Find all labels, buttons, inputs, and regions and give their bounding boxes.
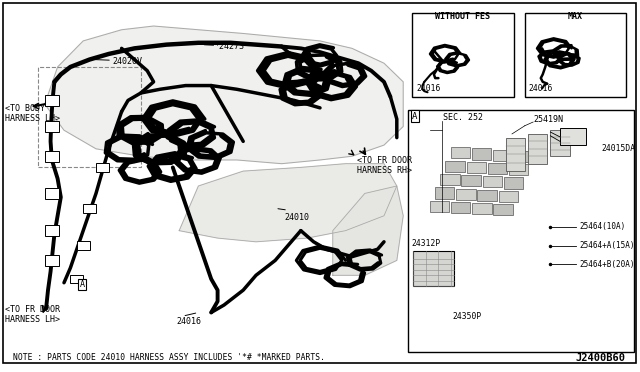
- Bar: [472, 203, 492, 214]
- Bar: [493, 204, 513, 215]
- Bar: [445, 161, 465, 172]
- Bar: [493, 150, 512, 161]
- Bar: [504, 177, 523, 189]
- Bar: [45, 225, 59, 236]
- Bar: [413, 251, 454, 286]
- Bar: [528, 134, 547, 164]
- Text: 24010: 24010: [285, 213, 310, 222]
- Bar: [456, 189, 476, 200]
- Bar: [430, 201, 449, 212]
- Bar: [477, 190, 497, 201]
- Bar: [525, 13, 626, 97]
- Text: <TO FR DOOR
HARNESS RH>: <TO FR DOOR HARNESS RH>: [357, 156, 412, 175]
- Bar: [412, 13, 514, 97]
- Bar: [45, 188, 59, 199]
- Text: A: A: [412, 112, 417, 121]
- Bar: [451, 202, 470, 213]
- Bar: [451, 147, 470, 158]
- Text: 24312P: 24312P: [412, 239, 441, 248]
- Bar: [472, 148, 491, 160]
- Text: 25464(10A): 25464(10A): [579, 222, 625, 231]
- Text: 24015DA: 24015DA: [602, 144, 636, 153]
- Text: 24016: 24016: [176, 317, 201, 326]
- Bar: [560, 128, 586, 145]
- Text: *24273: *24273: [214, 42, 244, 51]
- Bar: [499, 191, 518, 202]
- Text: WITHOUT FES: WITHOUT FES: [435, 12, 490, 21]
- Text: SEC. 252: SEC. 252: [443, 113, 483, 122]
- Text: <TO BODY
HARNESS LH>: <TO BODY HARNESS LH>: [5, 104, 60, 123]
- Bar: [408, 110, 634, 352]
- Bar: [70, 275, 83, 283]
- Bar: [38, 67, 141, 167]
- Bar: [45, 95, 59, 106]
- Text: 24350P: 24350P: [452, 312, 482, 321]
- Bar: [45, 121, 59, 132]
- Text: 25419N: 25419N: [533, 115, 563, 124]
- Text: <TO FR DOOR
HARNESS LH>: <TO FR DOOR HARNESS LH>: [5, 305, 60, 324]
- Bar: [509, 164, 528, 175]
- Text: 24016: 24016: [416, 84, 440, 93]
- Bar: [461, 175, 481, 186]
- Bar: [506, 138, 525, 171]
- Bar: [488, 163, 507, 174]
- Bar: [435, 187, 454, 199]
- Text: J2400B60: J2400B60: [576, 353, 626, 363]
- Polygon shape: [333, 186, 403, 275]
- Text: 24016: 24016: [529, 84, 553, 93]
- Polygon shape: [45, 26, 403, 164]
- Text: NOTE : PARTS CODE 24010 HARNESS ASSY INCLUDES '*# *MARKED PARTS.: NOTE : PARTS CODE 24010 HARNESS ASSY INC…: [13, 353, 325, 362]
- Bar: [550, 130, 570, 156]
- Text: MAX: MAX: [568, 12, 583, 21]
- Text: 24020V: 24020V: [112, 57, 142, 66]
- Bar: [440, 174, 460, 185]
- Text: 25464+B(20A): 25464+B(20A): [579, 260, 635, 269]
- Bar: [467, 162, 486, 173]
- Bar: [96, 163, 109, 172]
- Bar: [77, 241, 90, 250]
- Text: A: A: [79, 280, 84, 289]
- Bar: [483, 176, 502, 187]
- Bar: [45, 151, 59, 162]
- Bar: [83, 204, 96, 213]
- Text: 25464+A(15A): 25464+A(15A): [579, 241, 635, 250]
- Bar: [45, 255, 59, 266]
- Polygon shape: [179, 164, 397, 242]
- Bar: [514, 151, 533, 162]
